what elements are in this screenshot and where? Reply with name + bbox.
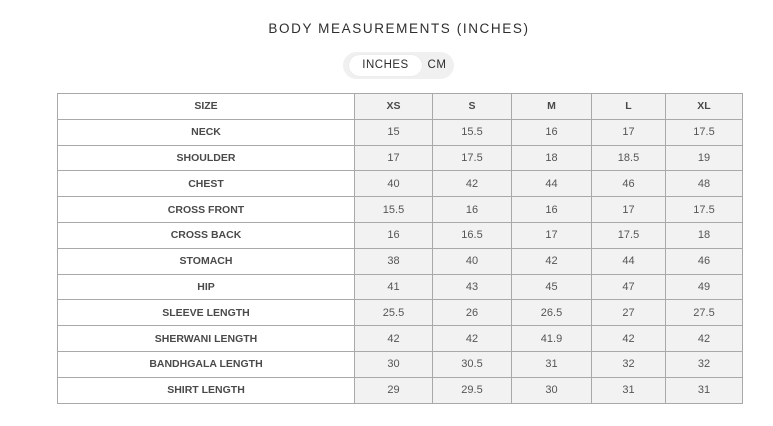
measurement-cell: 45 — [511, 273, 592, 301]
measurement-cell: 42 — [591, 325, 666, 352]
unit-toggle: INCHES CM — [343, 52, 454, 79]
measurement-cell: 15 — [354, 118, 433, 146]
measurement-cell: 17.5 — [432, 144, 512, 172]
measurement-cell: 17 — [511, 221, 592, 249]
measurement-cell: 42 — [432, 325, 512, 352]
table-row: SHIRT LENGTH 29 29.5 30 31 31 — [57, 376, 743, 404]
measurement-cell: 29.5 — [432, 376, 512, 404]
header-size-m: M — [511, 93, 592, 120]
measurement-cell: 30.5 — [432, 350, 512, 378]
row-label: SHOULDER — [57, 144, 355, 172]
measurement-cell: 18.5 — [591, 144, 666, 172]
measurement-cell: 26 — [432, 299, 512, 327]
measurement-cell: 18 — [665, 221, 743, 249]
measurement-cell: 25.5 — [354, 299, 433, 327]
measurement-cell: 16 — [432, 196, 512, 223]
measurement-cell: 38 — [354, 247, 433, 275]
measurement-cell: 44 — [511, 170, 592, 198]
measurement-cell: 16.5 — [432, 221, 512, 249]
row-label: NECK — [57, 118, 355, 146]
table-row: SLEEVE LENGTH 25.5 26 26.5 27 27.5 — [57, 299, 743, 327]
measurement-cell: 16 — [511, 118, 592, 146]
measurement-cell: 40 — [354, 170, 433, 198]
measurement-cell: 31 — [665, 376, 743, 404]
measurement-cell: 15.5 — [354, 196, 433, 223]
measurement-cell: 16 — [354, 221, 433, 249]
table-header-row: SIZE XS S M L XL — [57, 93, 743, 120]
measurement-cell: 32 — [665, 350, 743, 378]
measurement-cell: 16 — [511, 196, 592, 223]
measurement-cell: 30 — [354, 350, 433, 378]
measurement-cell: 41 — [354, 273, 433, 301]
measurement-cell: 42 — [511, 247, 592, 275]
measurement-cell: 32 — [591, 350, 666, 378]
header-size-xl: XL — [665, 93, 743, 120]
measurement-cell: 17 — [591, 196, 666, 223]
row-label: BANDHGALA LENGTH — [57, 350, 355, 378]
unit-option-inches[interactable]: INCHES — [349, 55, 422, 76]
table-row: SHOULDER 17 17.5 18 18.5 19 — [57, 144, 743, 172]
measurement-cell: 26.5 — [511, 299, 592, 327]
table-row: NECK 15 15.5 16 17 17.5 — [57, 118, 743, 146]
row-label: CHEST — [57, 170, 355, 198]
unit-option-cm[interactable]: CM — [427, 59, 447, 71]
measurement-cell: 42 — [354, 325, 433, 352]
page-title: BODY MEASUREMENTS (INCHES) — [268, 21, 530, 36]
row-label: SHERWANI LENGTH — [57, 325, 355, 352]
table-row: SHERWANI LENGTH 42 42 41.9 42 42 — [57, 325, 743, 352]
table-row: CHEST 40 42 44 46 48 — [57, 170, 743, 198]
header-size-l: L — [591, 93, 666, 120]
measurement-cell: 27 — [591, 299, 666, 327]
measurement-cell: 17.5 — [665, 196, 743, 223]
table-body: NECK 15 15.5 16 17 17.5 SHOULDER 17 17.5 18 18.5 19… — [57, 118, 743, 404]
row-label: SLEEVE LENGTH — [57, 299, 355, 327]
measurement-cell: 48 — [665, 170, 743, 198]
row-label: SHIRT LENGTH — [57, 376, 355, 404]
measurement-cell: 18 — [511, 144, 592, 172]
measurement-cell: 17 — [591, 118, 666, 146]
measurement-cell: 49 — [665, 273, 743, 301]
measurement-cell: 41.9 — [511, 325, 592, 352]
header-size-label: SIZE — [57, 93, 355, 120]
measurement-cell: 44 — [591, 247, 666, 275]
measurement-cell: 47 — [591, 273, 666, 301]
measurement-cell: 46 — [665, 247, 743, 275]
measurement-cell: 27.5 — [665, 299, 743, 327]
row-label: STOMACH — [57, 247, 355, 275]
header-size-xs: XS — [354, 93, 433, 120]
measurement-cell: 29 — [354, 376, 433, 404]
row-label: HIP — [57, 273, 355, 301]
measurement-cell: 42 — [665, 325, 743, 352]
size-chart-table: SIZE XS S M L XL NECK 15 15.5 16 17 17.5 SHOUL… — [57, 93, 743, 404]
measurement-cell: 17 — [354, 144, 433, 172]
row-label: CROSS FRONT — [57, 196, 355, 223]
measurement-cell: 31 — [591, 376, 666, 404]
measurement-cell: 31 — [511, 350, 592, 378]
table-row: CROSS BACK 16 16.5 17 17.5 18 — [57, 221, 743, 249]
table-row: HIP 41 43 45 47 49 — [57, 273, 743, 301]
measurement-cell: 43 — [432, 273, 512, 301]
measurement-cell: 17.5 — [665, 118, 743, 146]
measurement-cell: 19 — [665, 144, 743, 172]
measurement-cell: 17.5 — [591, 221, 666, 249]
measurement-cell: 42 — [432, 170, 512, 198]
row-label: CROSS BACK — [57, 221, 355, 249]
header-size-s: S — [432, 93, 512, 120]
measurement-cell: 30 — [511, 376, 592, 404]
table-row: BANDHGALA LENGTH 30 30.5 31 32 32 — [57, 350, 743, 378]
measurement-cell: 15.5 — [432, 118, 512, 146]
table-row: CROSS FRONT 15.5 16 16 17 17.5 — [57, 196, 743, 223]
measurement-cell: 40 — [432, 247, 512, 275]
measurement-cell: 46 — [591, 170, 666, 198]
table-row: STOMACH 38 40 42 44 46 — [57, 247, 743, 275]
